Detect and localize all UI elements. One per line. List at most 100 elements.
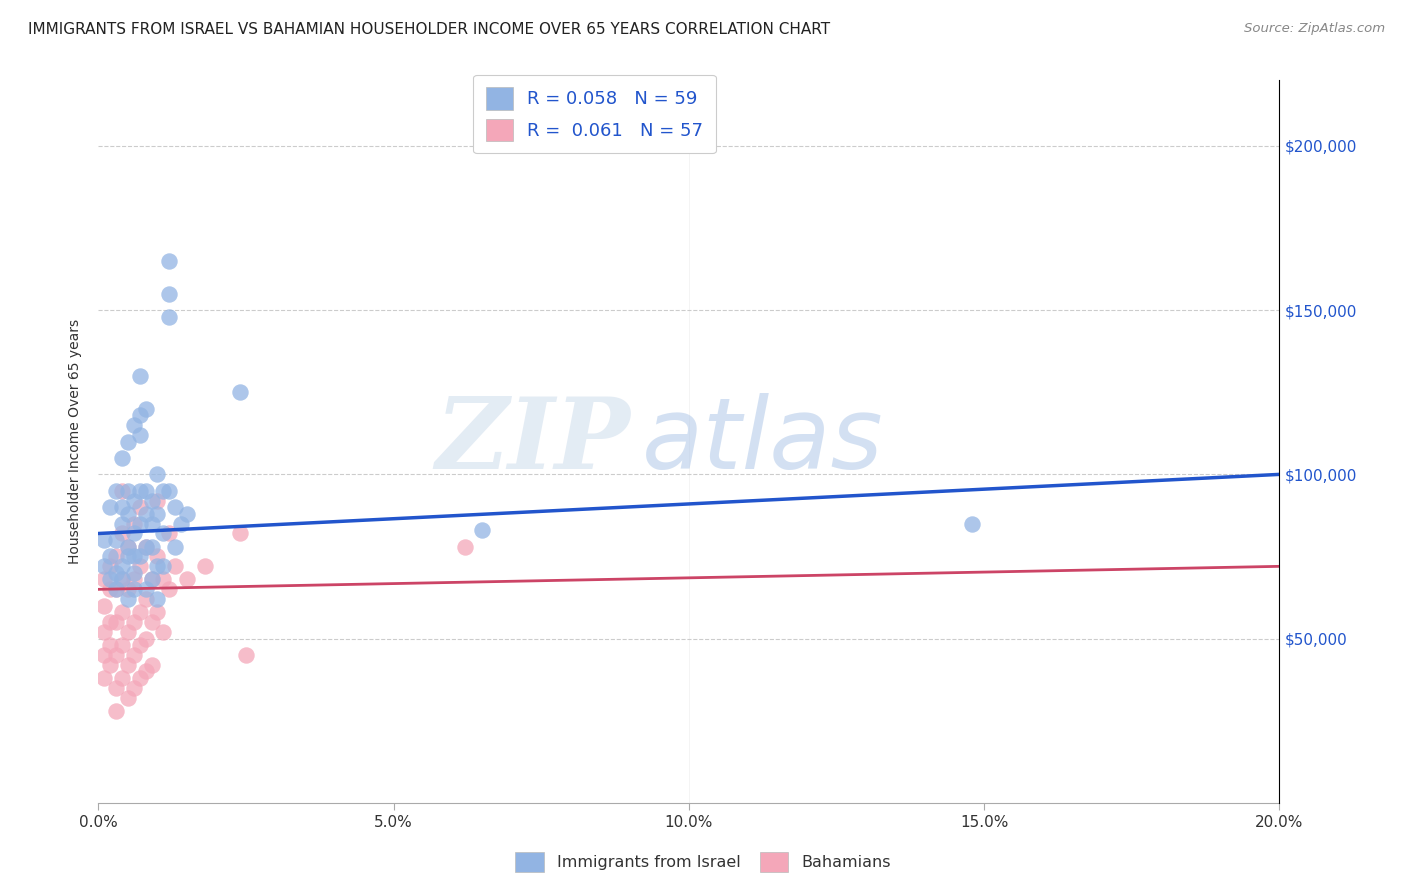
Point bbox=[453, 540, 475, 554]
Point bbox=[117, 690, 139, 705]
Point bbox=[128, 483, 150, 498]
Point bbox=[141, 573, 163, 587]
Point bbox=[135, 401, 157, 416]
Point bbox=[128, 671, 150, 685]
Point bbox=[128, 605, 150, 619]
Point bbox=[128, 516, 150, 531]
Point bbox=[157, 582, 180, 597]
Point bbox=[122, 418, 145, 433]
Point bbox=[122, 681, 145, 695]
Point bbox=[105, 582, 128, 597]
Point bbox=[105, 533, 128, 547]
Legend: Immigrants from Israel, Bahamians: Immigrants from Israel, Bahamians bbox=[508, 844, 898, 880]
Point bbox=[146, 493, 169, 508]
Point bbox=[152, 573, 174, 587]
Point bbox=[117, 657, 139, 672]
Point bbox=[128, 549, 150, 564]
Point bbox=[152, 625, 174, 640]
Point bbox=[93, 573, 115, 587]
Point bbox=[152, 483, 174, 498]
Point bbox=[135, 632, 157, 646]
Point bbox=[111, 573, 134, 587]
Point bbox=[135, 582, 157, 597]
Point bbox=[165, 500, 187, 515]
Point bbox=[146, 507, 169, 521]
Point bbox=[122, 582, 145, 597]
Text: ZIP: ZIP bbox=[434, 393, 630, 490]
Point bbox=[146, 467, 169, 482]
Point bbox=[111, 500, 134, 515]
Point bbox=[128, 559, 150, 574]
Point bbox=[128, 638, 150, 652]
Point bbox=[157, 253, 180, 268]
Point bbox=[235, 648, 257, 662]
Point bbox=[152, 526, 174, 541]
Point bbox=[111, 573, 134, 587]
Point bbox=[122, 493, 145, 508]
Point bbox=[135, 540, 157, 554]
Point bbox=[128, 428, 150, 442]
Point bbox=[98, 559, 121, 574]
Text: atlas: atlas bbox=[641, 393, 883, 490]
Point bbox=[122, 615, 145, 630]
Point bbox=[93, 671, 115, 685]
Point bbox=[105, 704, 128, 718]
Point bbox=[141, 493, 163, 508]
Point bbox=[135, 483, 157, 498]
Point bbox=[117, 483, 139, 498]
Point bbox=[146, 605, 169, 619]
Point bbox=[229, 385, 252, 400]
Point bbox=[962, 516, 984, 531]
Point bbox=[93, 625, 115, 640]
Point bbox=[122, 648, 145, 662]
Point bbox=[111, 638, 134, 652]
Point bbox=[157, 310, 180, 324]
Point bbox=[165, 559, 187, 574]
Point bbox=[135, 507, 157, 521]
Point bbox=[111, 450, 134, 465]
Point bbox=[157, 286, 180, 301]
Point bbox=[165, 540, 187, 554]
Point bbox=[105, 566, 128, 580]
Point bbox=[93, 533, 115, 547]
Point bbox=[98, 549, 121, 564]
Point bbox=[117, 582, 139, 597]
Point bbox=[176, 573, 198, 587]
Point bbox=[135, 665, 157, 679]
Point bbox=[105, 549, 128, 564]
Point bbox=[135, 540, 157, 554]
Point bbox=[98, 638, 121, 652]
Point bbox=[176, 507, 198, 521]
Point bbox=[111, 605, 134, 619]
Point bbox=[141, 573, 163, 587]
Point bbox=[105, 681, 128, 695]
Text: Source: ZipAtlas.com: Source: ZipAtlas.com bbox=[1244, 22, 1385, 36]
Point bbox=[117, 625, 139, 640]
Point bbox=[135, 592, 157, 607]
Point bbox=[111, 559, 134, 574]
Point bbox=[170, 516, 193, 531]
Point bbox=[105, 648, 128, 662]
Point bbox=[98, 500, 121, 515]
Point bbox=[111, 483, 134, 498]
Point bbox=[117, 540, 139, 554]
Point bbox=[122, 573, 145, 587]
Point bbox=[122, 516, 145, 531]
Point bbox=[105, 483, 128, 498]
Point bbox=[93, 648, 115, 662]
Point bbox=[111, 671, 134, 685]
Point bbox=[128, 500, 150, 515]
Point bbox=[229, 526, 252, 541]
Point bbox=[122, 566, 145, 580]
Point bbox=[152, 559, 174, 574]
Point bbox=[105, 582, 128, 597]
Legend: R = 0.058   N = 59, R =  0.061   N = 57: R = 0.058 N = 59, R = 0.061 N = 57 bbox=[472, 75, 716, 153]
Point bbox=[98, 573, 121, 587]
Point bbox=[117, 434, 139, 449]
Point bbox=[117, 540, 139, 554]
Point bbox=[111, 526, 134, 541]
Point bbox=[128, 368, 150, 383]
Point bbox=[146, 559, 169, 574]
Text: IMMIGRANTS FROM ISRAEL VS BAHAMIAN HOUSEHOLDER INCOME OVER 65 YEARS CORRELATION : IMMIGRANTS FROM ISRAEL VS BAHAMIAN HOUSE… bbox=[28, 22, 831, 37]
Point bbox=[141, 516, 163, 531]
